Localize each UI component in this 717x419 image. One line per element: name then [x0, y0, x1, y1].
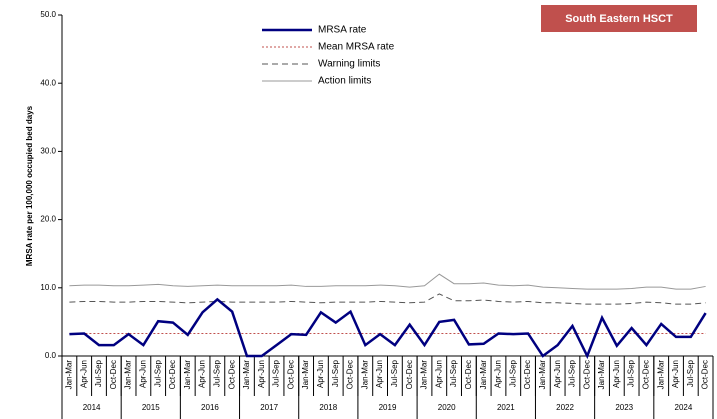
- x-tick-label: Jul-Sep: [390, 359, 399, 387]
- x-tick-label: Jul-Sep: [686, 359, 695, 387]
- x-tick-label: Apr-Jun: [257, 360, 266, 388]
- y-tick-label: 40.0: [40, 78, 56, 87]
- y-tick-label: 50.0: [40, 10, 56, 19]
- x-tick-label: Jan-Mar: [479, 360, 488, 390]
- year-label: 2018: [319, 403, 337, 412]
- x-tick-label: Apr-Jun: [671, 360, 680, 388]
- series-line: [69, 297, 707, 360]
- x-tick-label: Jan-Mar: [656, 360, 665, 390]
- x-tick-label: Jul-Sep: [627, 359, 636, 387]
- x-tick-label: Jul-Sep: [568, 359, 577, 387]
- year-label: 2020: [438, 403, 456, 412]
- y-tick-label: 0.0: [45, 351, 57, 360]
- legend-label: Warning limits: [318, 59, 380, 70]
- x-tick-label: Jan-Mar: [242, 360, 251, 390]
- badge-box: [541, 5, 697, 32]
- year-label: 2016: [201, 403, 219, 412]
- x-tick-label: Oct-Dec: [227, 360, 236, 389]
- x-tick-label: Apr-Jun: [198, 360, 207, 388]
- x-tick-label: Jan-Mar: [183, 360, 192, 390]
- x-tick-label: Apr-Jun: [434, 360, 443, 388]
- x-tick-label: Jan-Mar: [420, 360, 429, 390]
- badge: South Eastern HSCT: [565, 13, 673, 25]
- x-tick-label: Oct-Dec: [286, 360, 295, 389]
- x-tick-label: Jan-Mar: [301, 360, 310, 390]
- year-label: 2022: [556, 403, 574, 412]
- x-tick-label: Apr-Jun: [316, 360, 325, 388]
- x-tick-label: Jul-Sep: [331, 359, 340, 387]
- x-tick-label: Jul-Sep: [449, 359, 458, 387]
- year-label: 2023: [615, 403, 633, 412]
- year-label: 2021: [497, 403, 515, 412]
- x-tick-label: Jan-Mar: [124, 360, 133, 390]
- year-label: 2017: [260, 403, 278, 412]
- x-tick-label: Apr-Jun: [375, 360, 384, 388]
- x-tick-label: Jul-Sep: [94, 359, 103, 387]
- y-tick-label: 30.0: [40, 147, 56, 156]
- legend-label: MRSA rate: [318, 25, 367, 36]
- x-tick-label: Jan-Mar: [360, 360, 369, 390]
- year-label: 2014: [83, 403, 101, 412]
- year-label: 2019: [379, 403, 397, 412]
- x-tick-label: Jul-Sep: [272, 359, 281, 387]
- x-tick-label: Apr-Jun: [138, 360, 147, 388]
- x-tick-label: Oct-Dec: [346, 360, 355, 389]
- legend-label: Mean MRSA rate: [318, 42, 395, 53]
- x-tick-label: Jul-Sep: [212, 359, 221, 387]
- legend-label: Action limits: [318, 76, 371, 87]
- x-tick-label: Apr-Jun: [612, 360, 621, 388]
- y-tick-label: 10.0: [40, 283, 56, 292]
- x-tick-label: Oct-Dec: [405, 360, 414, 389]
- x-tick-label: Jan-Mar: [538, 360, 547, 390]
- x-tick-label: Jan-Mar: [65, 360, 74, 390]
- y-axis-label: MRSA rate per 100,000 occupied bed days: [25, 105, 34, 266]
- x-tick-label: Oct-Dec: [523, 360, 532, 389]
- x-tick-label: Jul-Sep: [508, 359, 517, 387]
- x-tick-label: Apr-Jun: [494, 360, 503, 388]
- series-line: [69, 273, 706, 290]
- x-tick-label: Oct-Dec: [642, 360, 651, 389]
- x-tick-label: Apr-Jun: [79, 360, 88, 388]
- x-tick-label: Oct-Dec: [464, 360, 473, 389]
- series-line: [69, 293, 706, 305]
- x-tick-label: Jan-Mar: [597, 360, 606, 390]
- x-tick-label: Apr-Jun: [553, 360, 562, 388]
- x-tick-label: Oct-Dec: [168, 360, 177, 389]
- y-tick-label: 20.0: [40, 215, 56, 224]
- year-label: 2024: [675, 403, 693, 412]
- x-tick-label: Jul-Sep: [153, 359, 162, 387]
- x-tick-label: Oct-Dec: [109, 360, 118, 389]
- year-label: 2015: [142, 403, 160, 412]
- x-tick-label: Oct-Dec: [582, 360, 591, 389]
- x-tick-label: Oct-Dec: [701, 360, 710, 389]
